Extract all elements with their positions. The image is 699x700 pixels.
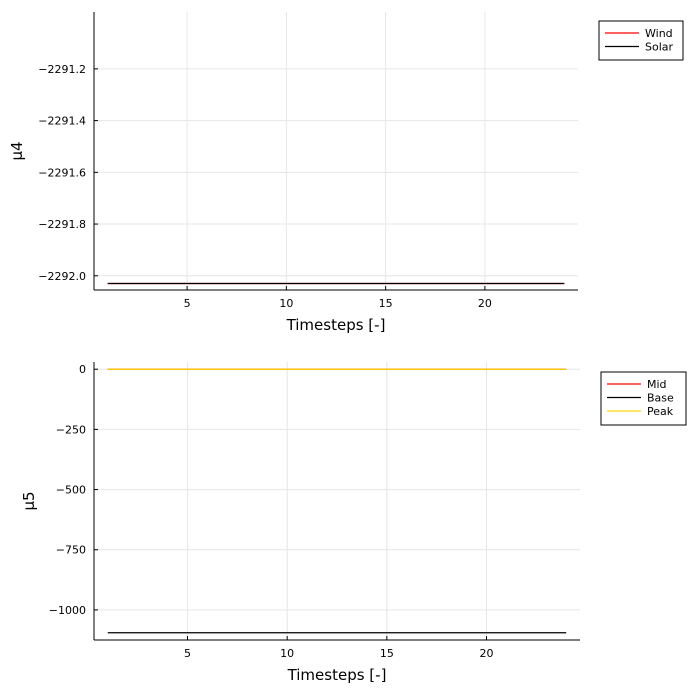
- x-tick-label: 5: [184, 297, 191, 310]
- x-axis-label: Timesteps [-]: [286, 316, 386, 334]
- y-tick-label: −500: [56, 484, 86, 497]
- y-tick-label: −250: [56, 423, 86, 436]
- plot-panel-2: 5 10 15 20 0 −250 −500 −750 −1000 Timesteps [-] μ5…: [20, 362, 687, 684]
- x-tick-label: 15: [379, 297, 393, 310]
- y-tick-label: −2291.8: [38, 218, 86, 231]
- plot-panel-1: 5 10 15 20 −2291.2 −2291.4 −2291.6 −2291.8 −2292…: [8, 12, 684, 334]
- legend-box: [600, 371, 687, 426]
- x-tick-label: 20: [480, 647, 494, 660]
- y-tick-label: −2291.4: [38, 115, 86, 128]
- x-axis-label: Timesteps [-]: [287, 666, 387, 684]
- legend-label-wind: Wind: [645, 27, 673, 40]
- legend-box: [598, 20, 684, 61]
- y-tick-label: −2291.6: [38, 166, 86, 179]
- y-tick-label: −1000: [49, 604, 86, 617]
- legend-label-base: Base: [647, 392, 674, 405]
- x-tick-label: 10: [279, 297, 293, 310]
- y-tick-label: −750: [56, 544, 86, 557]
- y-axis-label: μ4: [8, 141, 26, 160]
- x-tick-label: 10: [280, 647, 294, 660]
- y-tick-label: −2291.2: [38, 63, 86, 76]
- legend-label-mid: Mid: [647, 378, 667, 391]
- y-tick-label: 0: [79, 363, 86, 376]
- x-tick-label: 20: [478, 297, 492, 310]
- y-axis-label: μ5: [20, 491, 38, 510]
- legend-label-peak: Peak: [647, 405, 674, 418]
- x-tick-label: 15: [380, 647, 394, 660]
- x-tick-label: 5: [184, 647, 191, 660]
- y-tick-label: −2292.0: [38, 270, 86, 283]
- legend-label-solar: Solar: [645, 41, 674, 54]
